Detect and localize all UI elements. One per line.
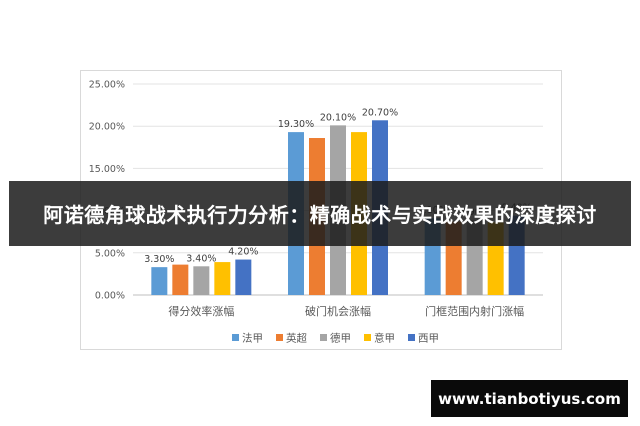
watermark: www.tianbotiyus.com	[431, 380, 628, 417]
legend-swatch	[364, 334, 371, 341]
bar	[172, 264, 189, 295]
legend-label: 英超	[286, 332, 307, 345]
data-label: 20.10%	[320, 112, 356, 123]
legend-label: 法甲	[242, 332, 263, 345]
data-label: 3.40%	[186, 253, 216, 264]
y-tick-label: 25.00%	[89, 80, 125, 91]
legend-label: 意甲	[374, 332, 395, 345]
banner-title: 阿诺德角球战术执行力分析：精确战术与实战效果的深度探讨	[43, 203, 597, 227]
bar	[193, 266, 210, 295]
data-label: 4.20%	[228, 247, 258, 258]
legend-label: 西甲	[418, 333, 439, 345]
x-category-label: 破门机会涨幅	[305, 304, 371, 318]
x-category-label: 得分效率涨幅	[168, 304, 234, 318]
data-label: 20.70%	[362, 107, 398, 118]
bar	[214, 262, 231, 295]
data-label: 19.30%	[278, 119, 314, 130]
y-tick-label: 15.00%	[89, 164, 125, 175]
y-tick-label: 20.00%	[89, 122, 125, 133]
bar	[151, 267, 168, 295]
data-label: 3.30%	[144, 254, 174, 265]
title-banner: 阿诺德角球战术执行力分析：精确战术与实战效果的深度探讨	[9, 181, 631, 246]
legend-swatch	[232, 334, 239, 341]
y-tick-label: 0.00%	[95, 291, 125, 302]
legend-label: 德甲	[330, 332, 351, 345]
legend-swatch	[408, 334, 415, 341]
legend-swatch	[320, 334, 327, 341]
watermark-text: www.tianbotiyus.com	[438, 389, 621, 408]
x-category-label: 门框范围内射门涨幅	[425, 304, 524, 318]
y-tick-label: 5.00%	[95, 248, 125, 259]
legend-swatch	[276, 334, 283, 341]
bar	[235, 259, 252, 295]
